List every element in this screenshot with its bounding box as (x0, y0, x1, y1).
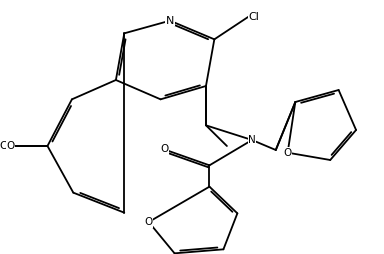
Text: O: O (2, 141, 10, 151)
Text: O: O (0, 141, 8, 151)
Text: N: N (166, 16, 174, 26)
Text: O: O (7, 141, 15, 151)
Text: N: N (248, 135, 256, 145)
Text: Cl: Cl (248, 12, 260, 22)
Text: O: O (283, 148, 292, 158)
Text: O: O (145, 217, 153, 227)
Text: O: O (160, 144, 168, 154)
